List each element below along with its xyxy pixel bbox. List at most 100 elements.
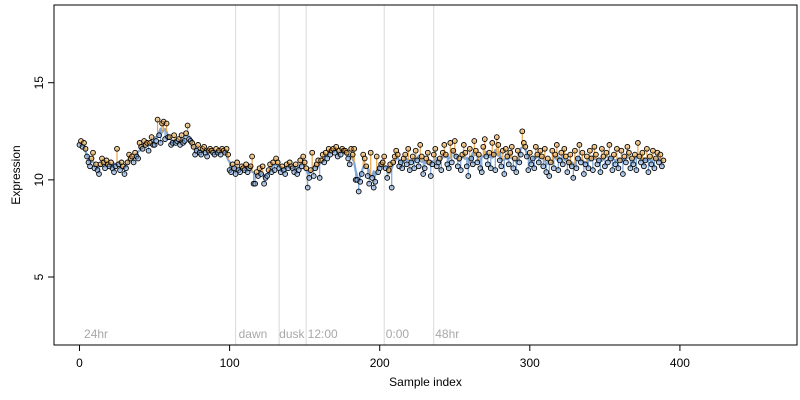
data-point-275 <box>489 140 496 146</box>
data-point-298 <box>523 153 530 160</box>
y-axis-title: Expression <box>9 145 23 204</box>
data-point-292 <box>514 147 521 154</box>
data-point-287 <box>507 149 514 156</box>
data-point-235 <box>429 161 436 168</box>
data-point-197 <box>372 178 379 185</box>
data-point-328 <box>568 163 575 170</box>
data-point-279 <box>495 142 502 148</box>
data-point-355 <box>609 167 616 173</box>
data-point-260 <box>466 145 473 152</box>
y-tick-label-2: 15 <box>32 76 46 90</box>
data-point-203 <box>381 153 388 160</box>
data-point-347 <box>597 169 604 175</box>
data-point-68 <box>178 132 185 139</box>
data-point-27 <box>117 167 123 173</box>
data-point-258 <box>463 163 470 170</box>
data-point-83 <box>201 143 207 150</box>
data-point-261 <box>468 155 475 162</box>
data-point-227 <box>417 142 424 148</box>
data-point-240 <box>436 155 443 162</box>
annotation-3: 12:00 <box>308 327 338 341</box>
data-point-265 <box>474 159 481 166</box>
data-point-217 <box>402 151 409 158</box>
data-point-58 <box>163 120 170 127</box>
data-point-277 <box>492 167 499 173</box>
data-point-270 <box>481 136 488 142</box>
data-point-183 <box>351 145 358 152</box>
data-point-346 <box>596 157 602 164</box>
data-point-357 <box>612 161 619 168</box>
data-point-289 <box>510 165 517 172</box>
data-point-278 <box>493 134 500 140</box>
data-point-350 <box>602 163 608 170</box>
data-point-291 <box>513 169 520 175</box>
y-tick-label-0: 5 <box>32 273 46 280</box>
data-point-219 <box>405 145 412 152</box>
data-point-209 <box>390 159 397 166</box>
data-point-340 <box>587 147 593 154</box>
data-point-215 <box>399 165 406 172</box>
data-point-257 <box>462 149 469 156</box>
data-point-326 <box>565 159 572 166</box>
data-point-214 <box>397 159 404 166</box>
data-point-293 <box>516 159 523 166</box>
data-point-196 <box>370 184 377 191</box>
data-point-264 <box>472 147 479 154</box>
data-point-325 <box>564 169 571 175</box>
data-point-315 <box>549 147 556 154</box>
data-point-221 <box>408 159 415 166</box>
data-point-111 <box>243 161 249 168</box>
data-point-256 <box>460 142 467 148</box>
data-point-342 <box>590 167 596 173</box>
data-point-377 <box>642 157 649 164</box>
data-point-125 <box>264 173 270 179</box>
data-point-312 <box>544 155 551 162</box>
data-point-137 <box>282 171 289 177</box>
annotation-1: dawn <box>239 327 268 341</box>
data-point-121 <box>258 171 264 177</box>
data-point-52 <box>154 116 161 123</box>
data-point-165 <box>324 155 331 162</box>
data-point-338 <box>584 153 590 160</box>
data-point-384 <box>653 155 659 162</box>
data-point-280 <box>496 157 503 164</box>
data-point-3 <box>81 140 87 146</box>
data-point-381 <box>648 161 655 168</box>
data-point-371 <box>633 167 640 173</box>
data-point-268 <box>478 169 485 175</box>
data-point-297 <box>522 143 529 150</box>
y-tick-label-1: 10 <box>32 173 46 187</box>
residual-segments <box>78 119 663 192</box>
data-point-263 <box>471 138 478 144</box>
data-point-4 <box>82 145 89 152</box>
data-point-387 <box>657 151 664 158</box>
data-point-254 <box>457 167 464 173</box>
data-point-105 <box>234 159 240 166</box>
x-axis: 0 100 200 300 400 <box>76 344 690 370</box>
data-point-222 <box>409 153 416 160</box>
data-point-351 <box>603 149 610 156</box>
data-point-130 <box>271 167 278 173</box>
annotation-5: 48hr <box>435 327 459 341</box>
data-point-389 <box>660 157 667 164</box>
data-point-317 <box>552 151 559 158</box>
data-point-208 <box>388 184 395 191</box>
data-point-327 <box>567 151 574 158</box>
data-point-359 <box>615 165 622 172</box>
data-point-71 <box>183 130 189 137</box>
data-point-246 <box>445 165 452 172</box>
annotation-4: 0:00 <box>386 327 410 341</box>
data-point-331 <box>573 165 580 172</box>
data-point-378 <box>644 145 650 152</box>
data-point-66 <box>175 136 182 142</box>
data-point-234 <box>427 173 434 179</box>
data-point-160 <box>316 175 323 181</box>
data-point-300 <box>526 149 533 156</box>
data-point-187 <box>357 178 364 185</box>
data-point-117 <box>252 180 258 187</box>
data-point-25 <box>114 145 120 152</box>
annotation-0: 24hr <box>84 327 108 341</box>
data-point-179 <box>345 155 352 162</box>
data-point-243 <box>441 142 448 148</box>
data-point-228 <box>418 153 425 160</box>
